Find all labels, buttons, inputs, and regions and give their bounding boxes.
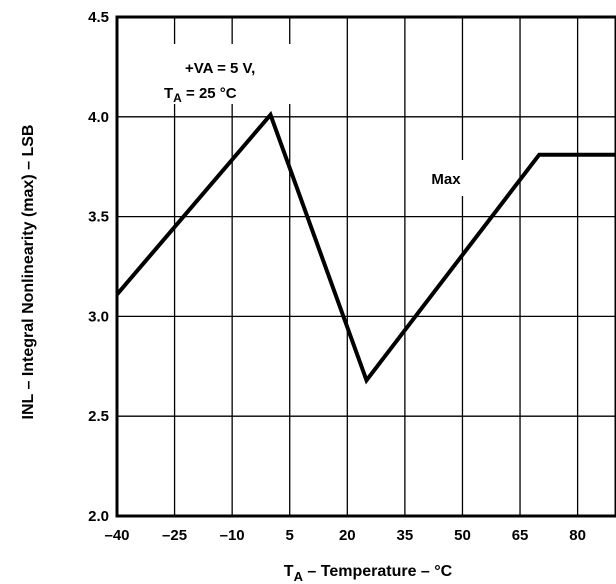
condition-annotation-line1: +VA = 5 V, [185, 60, 255, 77]
condition-annotation-line2: TA = 25 °C [164, 85, 237, 105]
series-label-bg [418, 160, 474, 196]
x-tick-labels: –40 –25 –10 5 20 35 50 65 80 [104, 527, 585, 544]
y-tick-label: 3.0 [88, 308, 109, 325]
x-tick-label: –25 [162, 527, 187, 544]
x-axis-label-rest: – Temperature – °C [303, 563, 453, 580]
x-tick-label: –10 [220, 527, 245, 544]
x-tick-label: 20 [339, 527, 356, 544]
y-tick-label: 2.5 [88, 408, 109, 425]
y-tick-label: 2.0 [88, 508, 109, 525]
condition-sub-a: A [173, 91, 182, 105]
plot-frame [115, 15, 616, 518]
x-axis-label-t: T [284, 563, 294, 580]
x-tick-label: 35 [397, 527, 414, 544]
x-tick-label: –40 [104, 527, 129, 544]
y-axis-label: INL – Integral Nonlinearity (max) – LSB [20, 125, 37, 420]
x-tick-label: 65 [512, 527, 529, 544]
series-label-max: Max [431, 171, 461, 188]
series-line-max [115, 110, 616, 385]
y-tick-label: 4.5 [88, 9, 109, 26]
y-tick-label: 3.5 [88, 209, 109, 226]
condition-t: T [164, 85, 173, 102]
grid-lines [116, 16, 616, 517]
x-axis-label: TA – Temperature – °C [284, 563, 453, 584]
condition-rest: = 25 °C [182, 85, 237, 102]
x-axis-label-sub: A [294, 569, 304, 584]
x-tick-label: 80 [569, 527, 586, 544]
y-tick-labels: 2.0 2.5 3.0 3.5 4.0 4.5 [88, 9, 109, 525]
condition-annotation-bg [160, 44, 300, 104]
x-tick-label: 50 [454, 527, 471, 544]
y-tick-label: 4.0 [88, 109, 109, 126]
x-tick-label: 5 [286, 527, 294, 544]
